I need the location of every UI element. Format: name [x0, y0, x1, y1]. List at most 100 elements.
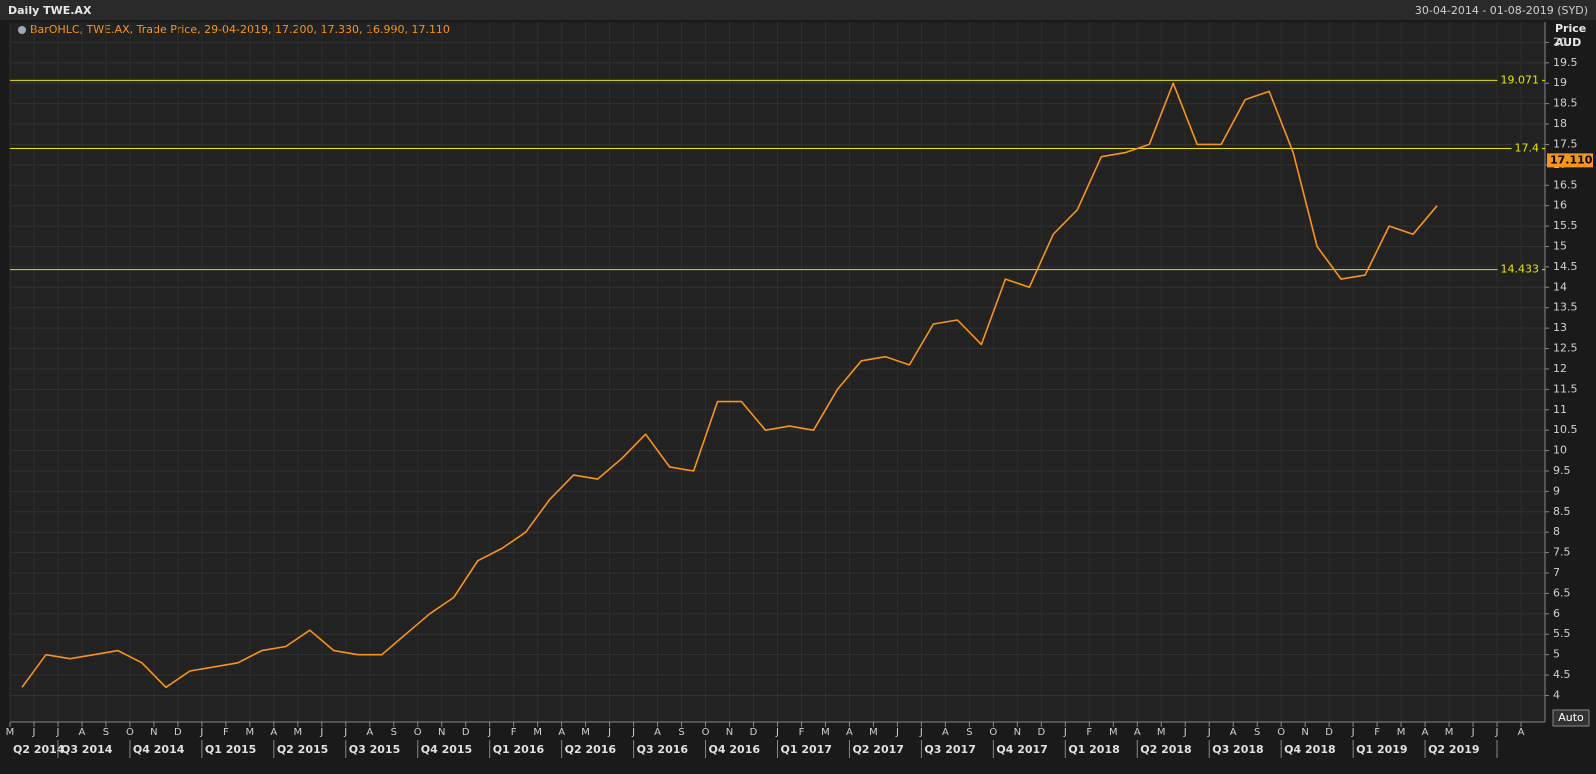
y-tick-label: 19: [1553, 76, 1567, 89]
x-tick-label: S: [1254, 727, 1260, 738]
x-tick-label: M: [1445, 727, 1454, 738]
x-tick-label: F: [1086, 727, 1092, 738]
x-tick-label: D: [750, 727, 758, 738]
x-tick-label: J: [895, 727, 899, 738]
x-tick-label: M: [246, 727, 255, 738]
x-tick-label: A: [1518, 727, 1525, 738]
y-tick-label: 17.5: [1553, 137, 1578, 150]
quarter-label: Q3 2015: [349, 743, 400, 756]
x-tick-label: M: [293, 727, 302, 738]
y-tick-label: 9.5: [1553, 464, 1571, 477]
quarter-label: Q2 2016: [565, 743, 617, 756]
level-label: 14.433: [1501, 263, 1540, 276]
x-tick-label: N: [438, 727, 445, 738]
x-tick-label: M: [1109, 727, 1118, 738]
x-tick-label: N: [1014, 727, 1021, 738]
x-tick-label: J: [607, 727, 611, 738]
y-tick-label: 16: [1553, 199, 1567, 212]
x-tick-label: A: [558, 727, 565, 738]
quarter-label: Q4 2017: [996, 743, 1047, 756]
y-tick-label: 8: [1553, 525, 1560, 538]
quarter-label: Q3 2018: [1212, 743, 1263, 756]
y-tick-label: 5: [1553, 648, 1560, 661]
x-tick-label: A: [270, 727, 277, 738]
x-tick-label: A: [654, 727, 661, 738]
x-tick-label: A: [366, 727, 373, 738]
x-tick-label: J: [1495, 727, 1499, 738]
y-tick-label: 7: [1553, 566, 1560, 579]
x-tick-label: S: [103, 727, 109, 738]
y-tick-label: 18: [1553, 117, 1567, 130]
x-tick-label: F: [799, 727, 805, 738]
x-tick-label: D: [1037, 727, 1045, 738]
level-label-bg: [1497, 73, 1542, 87]
x-tick-label: N: [150, 727, 157, 738]
y-tick-label: 12: [1553, 362, 1567, 375]
x-tick-label: A: [1422, 727, 1429, 738]
auto-button[interactable]: [1552, 709, 1590, 727]
level-label: 17.4: [1515, 142, 1540, 155]
x-tick-label: J: [1207, 727, 1211, 738]
quarter-label: Q4 2018: [1284, 743, 1335, 756]
x-tick-label: F: [511, 727, 517, 738]
x-tick-label: J: [1063, 727, 1067, 738]
x-tick-label: O: [414, 727, 422, 738]
x-tick-label: O: [1277, 727, 1285, 738]
quarter-label: Q4 2015: [421, 743, 472, 756]
x-tick-label: M: [581, 727, 590, 738]
x-tick-label: S: [966, 727, 972, 738]
x-tick-label: J: [319, 727, 323, 738]
auto-label[interactable]: Auto: [1558, 711, 1584, 724]
y-tick-label: 15.5: [1553, 219, 1578, 232]
x-tick-label: J: [919, 727, 923, 738]
y-tick-label: 6: [1553, 607, 1560, 620]
x-tick-label: N: [1301, 727, 1308, 738]
x-tick-label: A: [1230, 727, 1237, 738]
last-price-tag: [1547, 153, 1593, 168]
y-tick-label: 16.5: [1553, 178, 1578, 191]
x-tick-label: O: [126, 727, 134, 738]
x-tick-label: M: [1157, 727, 1166, 738]
x-tick-label: M: [6, 727, 15, 738]
x-tick-label: M: [869, 727, 878, 738]
y-tick-label: 11: [1553, 403, 1567, 416]
x-tick-label: N: [726, 727, 733, 738]
quarter-label: Q1 2019: [1356, 743, 1407, 756]
y-tick-label: 15: [1553, 239, 1567, 252]
x-tick-label: J: [487, 727, 491, 738]
y-unit: AUD: [1555, 36, 1581, 49]
y-label: Price: [1555, 22, 1586, 35]
y-tick-label: 12.5: [1553, 342, 1578, 355]
quarter-label: Q2 2017: [852, 743, 903, 756]
y-tick-label: 10: [1553, 444, 1567, 457]
x-tick-label: A: [942, 727, 949, 738]
last-price-label: 17.110: [1550, 153, 1593, 166]
x-tick-label: J: [343, 727, 347, 738]
x-tick-label: D: [1325, 727, 1333, 738]
x-tick-label: D: [174, 727, 182, 738]
quarter-label: Q1 2018: [1068, 743, 1119, 756]
y-tick-label: 14: [1553, 280, 1567, 293]
y-tick-label: 5.5: [1553, 627, 1571, 640]
header-bar: [0, 0, 1596, 20]
level-label-bg: [1511, 141, 1542, 155]
y-tick-label: 19.5: [1553, 56, 1578, 69]
x-tick-label: F: [223, 727, 229, 738]
x-tick-label: O: [702, 727, 710, 738]
level-label: 19.071: [1501, 73, 1540, 86]
y-tick-label: 10.5: [1553, 423, 1578, 436]
legend: BarOHLC, TWE.AX, Trade Price, 29-04-2019…: [30, 23, 450, 36]
y-tick-label: 6.5: [1553, 586, 1571, 599]
x-tick-label: J: [775, 727, 779, 738]
x-tick-label: M: [533, 727, 542, 738]
x-tick-label: D: [462, 727, 470, 738]
quarter-label: Q4 2014: [133, 743, 185, 756]
quarter-label: Q2 2014: [13, 743, 65, 756]
level-label-bg: [1497, 262, 1542, 276]
price-line: [21, 82, 1438, 689]
x-tick-label: J: [1351, 727, 1355, 738]
date-range: 30-04-2014 - 01-08-2019 (SYD): [1415, 4, 1588, 17]
x-tick-label: O: [989, 727, 997, 738]
quarter-label: Q4 2016: [709, 743, 761, 756]
